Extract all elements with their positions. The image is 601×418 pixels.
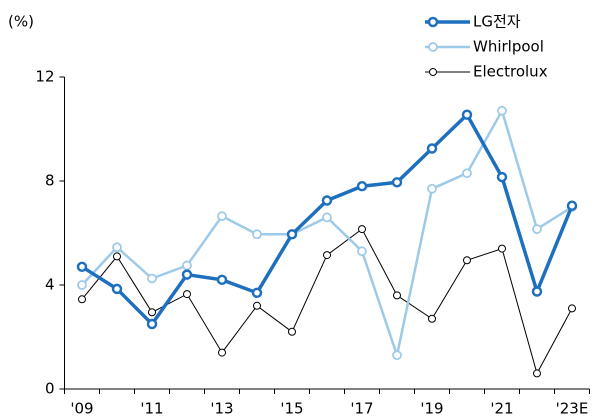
data-point — [533, 369, 541, 378]
data-point — [498, 244, 506, 253]
data-point — [391, 177, 403, 188]
y-tick-label: 8 — [45, 172, 55, 190]
data-point — [218, 348, 226, 357]
data-point — [77, 280, 87, 290]
data-point — [146, 318, 158, 330]
data-point — [182, 260, 192, 271]
y-tick-label: 12 — [35, 68, 54, 86]
data-point — [568, 304, 576, 313]
data-point — [181, 269, 193, 280]
data-point — [217, 211, 227, 221]
data-point — [461, 109, 473, 120]
data-point — [566, 200, 578, 211]
x-tick-label: '15 — [280, 400, 303, 418]
data-point — [426, 143, 438, 154]
data-point — [252, 229, 262, 240]
series-line — [81, 228, 573, 375]
data-point — [251, 287, 263, 299]
data-point — [323, 251, 331, 260]
x-tick-label: '19 — [420, 400, 443, 418]
legend-marker — [429, 68, 437, 76]
data-point — [321, 195, 333, 206]
legend-label: LG전자 — [473, 13, 521, 31]
data-point — [462, 168, 472, 179]
x-tick-label: '21 — [490, 400, 513, 418]
data-point — [253, 301, 261, 310]
x-tick-label: '13 — [210, 400, 233, 418]
data-point — [113, 252, 121, 261]
data-point — [112, 242, 122, 253]
data-point — [76, 261, 88, 273]
data-point — [358, 225, 366, 234]
data-point — [463, 256, 471, 265]
data-point — [428, 314, 436, 323]
data-point — [531, 286, 543, 297]
y-axis-label: (%) — [8, 13, 34, 31]
data-point — [216, 274, 228, 286]
data-point — [111, 283, 123, 295]
data-point — [357, 246, 367, 257]
data-point — [532, 224, 542, 234]
data-point — [322, 212, 332, 223]
x-tick-label: '11 — [140, 400, 163, 418]
data-point — [78, 295, 86, 304]
data-point — [392, 350, 402, 361]
data-point — [148, 308, 156, 317]
data-point — [356, 180, 368, 192]
legend-marker — [427, 16, 439, 28]
data-point — [183, 290, 191, 299]
data-point — [147, 273, 157, 284]
legend-label: Electrolux — [473, 63, 548, 81]
data-point — [288, 327, 296, 336]
data-point — [286, 229, 298, 240]
data-point — [393, 291, 401, 300]
data-point — [427, 183, 437, 194]
data-point — [497, 105, 507, 116]
data-point — [496, 171, 508, 183]
legend-label: Whirlpool — [473, 38, 544, 56]
y-tick-label: 4 — [45, 276, 55, 294]
y-tick-label: 0 — [45, 380, 55, 398]
x-tick-label: '23E — [556, 400, 589, 418]
x-tick-label: '09 — [70, 400, 93, 418]
legend-marker — [428, 42, 438, 52]
x-tick-label: '17 — [350, 400, 373, 418]
